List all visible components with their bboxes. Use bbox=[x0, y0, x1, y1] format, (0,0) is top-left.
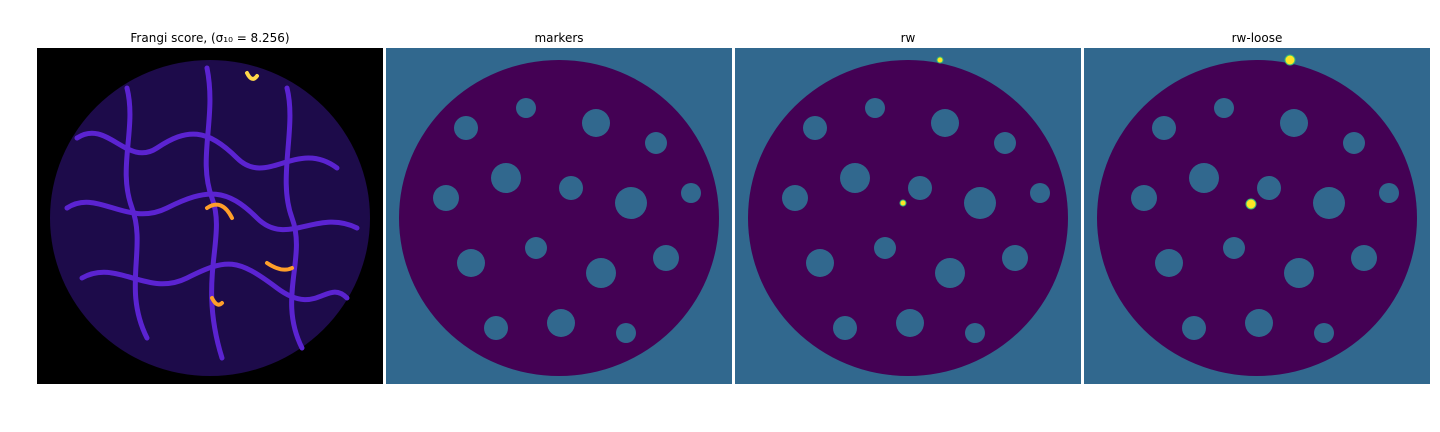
region-center bbox=[1245, 198, 1257, 210]
ridge-network bbox=[64, 65, 360, 361]
rw-title: rw bbox=[900, 31, 916, 45]
region-center bbox=[899, 199, 907, 207]
segmented-regions bbox=[899, 56, 944, 207]
specimen-disc bbox=[399, 60, 719, 376]
rw-loose-panel: rw-loose bbox=[1084, 29, 1430, 384]
region-top bbox=[936, 56, 944, 64]
frangi-score-image bbox=[37, 48, 383, 384]
rw-loose-image bbox=[1084, 48, 1430, 384]
markers-panel: markers bbox=[386, 29, 732, 384]
specimen-disc bbox=[748, 60, 1068, 376]
frangi-score-title: Frangi score, (σ₁₀ = 8.256) bbox=[130, 31, 290, 45]
rw-panel: rw bbox=[735, 29, 1081, 384]
pore-holes bbox=[433, 98, 701, 343]
markers-image bbox=[386, 48, 732, 384]
specimen-disc bbox=[1097, 60, 1417, 376]
rw-image bbox=[735, 48, 1081, 384]
rw-loose-title: rw-loose bbox=[1231, 31, 1283, 45]
markers-title: markers bbox=[534, 31, 584, 45]
bright-ridges bbox=[205, 71, 294, 307]
segmented-regions bbox=[1245, 54, 1296, 210]
frangi-score-panel: Frangi score, (σ₁₀ = 8.256) bbox=[37, 29, 383, 384]
region-top bbox=[1284, 54, 1296, 66]
pore-holes bbox=[782, 98, 1050, 343]
pore-holes bbox=[1131, 98, 1399, 343]
